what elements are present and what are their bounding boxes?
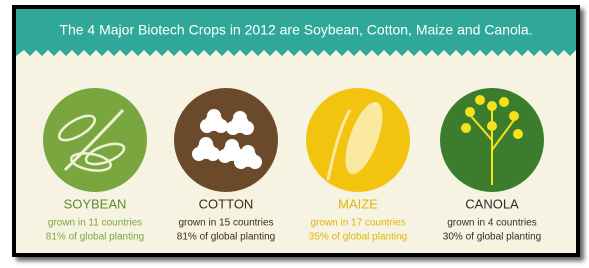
crop-share: 30% of global planting (443, 232, 541, 243)
crop-name: MAIZE (338, 196, 378, 211)
crop-circle (174, 88, 278, 192)
crop-countries: grown in 4 countries (447, 218, 537, 229)
icon-boll (233, 111, 247, 125)
icon-flower (465, 107, 475, 117)
icon-flower (487, 101, 497, 111)
crop-card: COTTON grown in 15 countries 81% of global… (174, 88, 278, 243)
icon-boll (199, 137, 213, 151)
crop-share: 81% of global planting (46, 232, 144, 243)
crop-card: MAIZE grown in 17 countries 35% of global … (306, 88, 410, 243)
icon-flower (513, 129, 523, 139)
crop-name: SOYBEAN (64, 196, 127, 211)
icon-flower (487, 121, 497, 131)
crop-card: SOYBEAN grown in 11 countries 81% of globa… (43, 88, 147, 243)
crop-name: CANOLA (465, 196, 519, 211)
header-title: The 4 Major Biotech Crops in 2012 are So… (59, 22, 532, 38)
crop-share: 81% of global planting (177, 232, 275, 243)
crop-name: COTTON (199, 196, 254, 211)
icon-flower (461, 123, 471, 133)
infographic: The 4 Major Biotech Crops in 2012 are So… (0, 0, 589, 268)
crop-countries: grown in 11 countries (48, 218, 142, 229)
icon-boll (241, 145, 255, 159)
icon-flower (475, 95, 485, 105)
icon-boll (207, 109, 221, 123)
crop-share: 35% of global planting (309, 232, 407, 243)
crop-card: CANOLA grown in 4 countries 30% of global … (440, 88, 544, 243)
icon-flower (509, 111, 519, 121)
icon-flower (499, 97, 509, 107)
crop-countries: grown in 17 countries (310, 218, 405, 229)
crop-countries: grown in 15 countries (178, 218, 273, 229)
icon-boll (225, 139, 239, 153)
